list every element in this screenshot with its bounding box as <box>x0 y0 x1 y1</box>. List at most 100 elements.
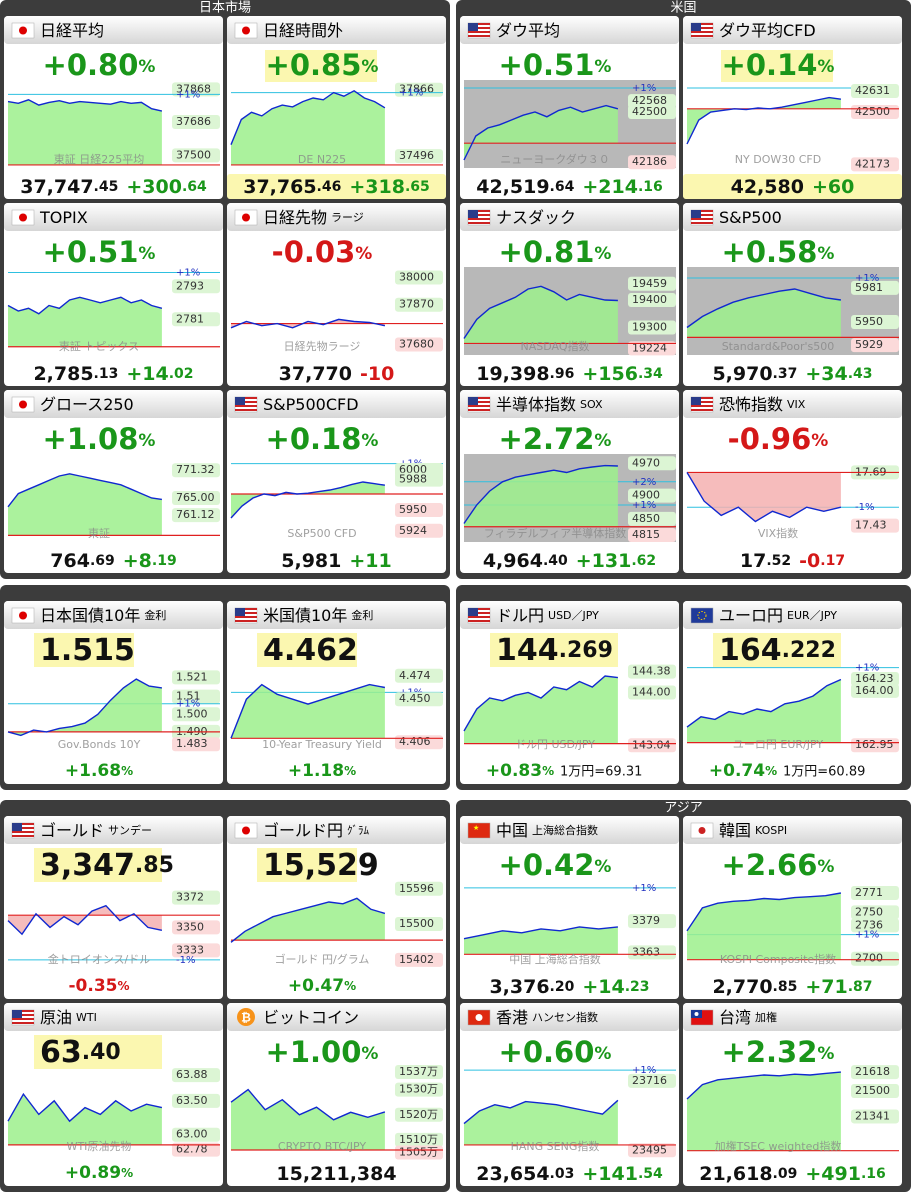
price: 5,981 +11 <box>281 550 391 572</box>
card-name: ダウ平均 <box>496 21 560 40</box>
area <box>231 684 385 739</box>
change-value: +0.74 <box>709 761 765 781</box>
tick-bg <box>395 149 443 164</box>
change-unit: % <box>138 244 155 264</box>
net-change-dec: .16 <box>861 1166 886 1182</box>
change-value: +0.18 <box>266 422 362 456</box>
net-change-dec: .87 <box>848 979 873 995</box>
value: 15,529 <box>263 848 379 883</box>
card-name: TOPIX <box>39 208 88 227</box>
y-tick-label: 2793 <box>176 279 204 292</box>
card-subname: USD／JPY <box>548 609 599 622</box>
y-tick-label: +1% <box>855 273 879 284</box>
y-tick-label: 3350 <box>176 920 204 933</box>
price-int: 4,964 <box>483 550 543 572</box>
flag-icon <box>242 26 250 35</box>
tick-bg <box>172 707 220 722</box>
line <box>230 89 386 145</box>
card-name: TOPIX <box>39 208 88 227</box>
y-tick-label: +1% <box>176 699 200 710</box>
price-dec: .52 <box>766 553 791 569</box>
net-change-dec: .23 <box>625 979 650 995</box>
flag-icon <box>468 620 490 622</box>
price-int: 37,765 <box>243 176 316 198</box>
card-name: 原油 WTI <box>40 1008 97 1027</box>
net-change-dec: .64 <box>182 179 207 195</box>
change-percent: +0.80% <box>43 48 156 82</box>
flag-icon <box>698 827 706 834</box>
card-name: 韓国 <box>719 821 751 840</box>
y-tick-label: 1505万 <box>399 1145 438 1158</box>
y-tick-label: 62.78 <box>176 1143 208 1156</box>
change-percent: +0.89% <box>65 1163 133 1183</box>
tick-bg <box>851 885 899 900</box>
y-tick-label: 765.00 <box>176 491 215 504</box>
flag-icon <box>691 405 713 407</box>
tick-bg <box>628 914 676 929</box>
tick-bg <box>851 84 899 99</box>
card-name: 韓国 KOSPI <box>719 821 787 840</box>
area <box>8 679 162 736</box>
y-tick-label: 3363 <box>632 945 660 958</box>
tick-bg <box>172 670 220 685</box>
tick-bg <box>395 917 443 931</box>
flag-icon <box>242 213 250 222</box>
value-highlight <box>34 848 162 882</box>
price: 37,747.45 +300.64 <box>20 176 207 198</box>
value-highlight <box>713 633 841 667</box>
tick-bg <box>628 155 676 170</box>
price: 21,618.09 +491.16 <box>699 1163 886 1185</box>
net-change-dec: .34 <box>638 366 663 382</box>
watermark: ドル円 USD/JPY <box>515 738 595 751</box>
y-tick-label: 761.12 <box>176 508 215 521</box>
area <box>8 473 162 536</box>
y-tick-label: 15500 <box>399 917 434 930</box>
net-change: +34 <box>805 363 847 385</box>
card: ナスダック 19459 19400 19300 19224 NASDAQ指数 +0.81% 1… <box>460 203 679 386</box>
conversion: 1万円=69.31 <box>560 765 642 780</box>
price-int: 37,747 <box>20 176 93 198</box>
card-name: S&P500CFD <box>263 395 359 414</box>
net-change-dec: .19 <box>152 553 177 569</box>
flag-icon <box>235 397 245 405</box>
change-value: +0.89 <box>65 1163 121 1183</box>
watermark: 東証 日経225平均 <box>54 153 145 166</box>
card-name: ダウ平均 <box>496 21 560 40</box>
line <box>7 296 163 315</box>
price-int: 21,618 <box>699 1163 772 1185</box>
change-value: +0.80 <box>43 48 139 82</box>
flag-icon <box>468 23 478 31</box>
tick-bg <box>395 270 443 285</box>
line <box>7 1092 163 1123</box>
flag-icon <box>468 210 478 218</box>
card-header <box>227 16 446 44</box>
net-change-dec: .02 <box>169 366 194 382</box>
card: S&P500 +1%5981 5950 5929 Standard&Poor's500 +… <box>683 203 902 386</box>
change-percent: +1.18% <box>288 761 356 781</box>
value-dec: .269 <box>559 638 613 663</box>
y-tick-label: 5950 <box>399 503 427 516</box>
flag-icon <box>12 835 34 837</box>
value-highlight <box>257 633 357 667</box>
change-unit: % <box>542 764 554 778</box>
change-unit: % <box>811 431 828 451</box>
value-int: 1.515 <box>40 633 135 668</box>
flag-icon <box>235 401 257 403</box>
y-tick-label: 38000 <box>399 270 434 283</box>
card: ゴールド円 ｸﾞﾗﾑ 15596 15500 15402 ゴールド 円/グラム 15,529… <box>227 816 446 999</box>
price-dec: .64 <box>550 179 575 195</box>
card: 日経平均 37868+1% 37686 37500 東証 日経225平均 +0.80% 37… <box>4 16 223 199</box>
card-header <box>227 390 446 418</box>
change-percent: +0.51% <box>43 235 156 269</box>
value-int: 4.462 <box>263 633 358 668</box>
y-tick-label: 17.43 <box>855 519 887 532</box>
tick-bg <box>172 737 220 752</box>
y-tick-label: 143.04 <box>632 738 671 751</box>
card: ゴールド サンデー 3372 3350 3333-1% 金トロイオンス/ドル 3,347.8… <box>4 816 223 999</box>
y-tick-label: 5988 <box>399 473 427 486</box>
area <box>464 1100 618 1145</box>
price-dec: .40 <box>543 553 568 569</box>
